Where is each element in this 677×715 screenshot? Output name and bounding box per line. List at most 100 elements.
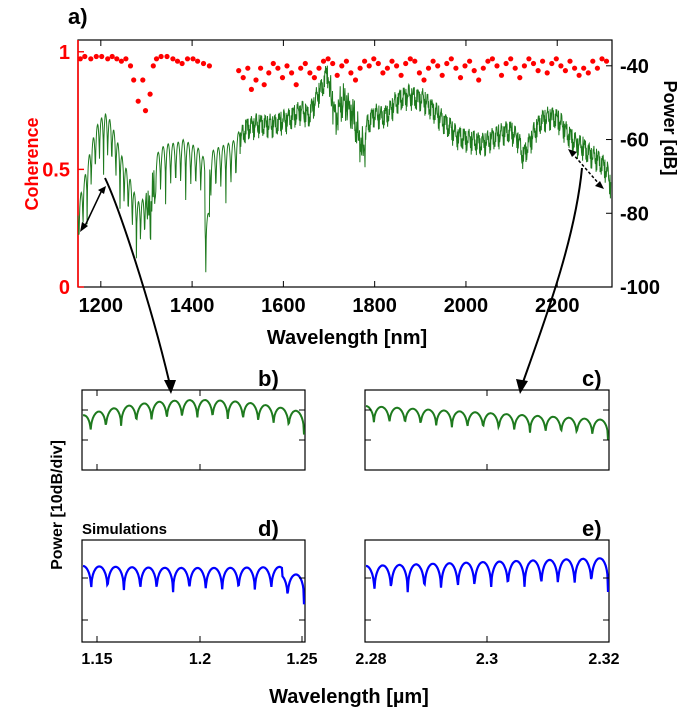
coherence-point	[99, 53, 105, 60]
coherence-point	[416, 70, 422, 76]
x-tick-label: 2200	[535, 295, 580, 317]
y-tick-label-left: 0.5	[42, 159, 70, 181]
coherence-series	[77, 53, 610, 114]
coherence-point	[394, 63, 400, 69]
range-arrow-right	[571, 152, 601, 186]
coherence-point	[412, 58, 418, 64]
range-arrow-left-head-1	[80, 222, 88, 232]
panel-e-curve	[366, 557, 610, 593]
coherence-point	[334, 72, 340, 78]
panel-e-ticks	[365, 577, 609, 642]
coherence-point	[206, 63, 212, 69]
x-axis-label-bottom: Wavelength [µm]	[269, 686, 429, 708]
coherence-point	[476, 77, 482, 83]
x-tick-e-2: 2.32	[588, 651, 619, 668]
panel-c-curve	[365, 405, 609, 441]
coherence-point	[462, 63, 468, 69]
coherence-point	[544, 70, 550, 76]
range-arrow-right-head-1	[568, 149, 577, 157]
coherence-point	[567, 58, 573, 64]
coherence-point	[594, 65, 601, 71]
coherence-point	[435, 63, 441, 69]
coherence-point	[467, 58, 473, 64]
coherence-point	[448, 56, 454, 62]
x-tick-d-0: 1.15	[81, 651, 112, 668]
panel-e-frame	[364, 539, 610, 643]
coherence-point	[279, 75, 286, 81]
coherence-point	[158, 53, 164, 60]
coherence-point	[298, 65, 304, 71]
coherence-point	[352, 77, 359, 83]
coherence-point	[140, 77, 146, 83]
coherence-point	[471, 68, 477, 74]
coherence-point	[503, 60, 509, 67]
coherence-point	[576, 72, 582, 78]
coherence-point	[302, 60, 308, 67]
panel-d-frame	[81, 539, 306, 643]
coherence-point	[489, 56, 495, 62]
coherence-point	[553, 56, 559, 62]
coherence-point	[190, 56, 196, 62]
coherence-point	[444, 60, 450, 67]
coherence-point	[457, 75, 464, 81]
coherence-point	[357, 65, 363, 71]
y-axis-label-coherence: Coherence	[22, 117, 42, 210]
range-arrow-left-head-2	[98, 186, 106, 194]
coherence-point	[425, 65, 432, 71]
annotation-arrows	[80, 149, 604, 394]
panel-label-e: e)	[582, 516, 602, 541]
coherence-point	[153, 56, 160, 62]
coherence-point	[403, 60, 409, 67]
coherence-point	[558, 63, 564, 69]
coherence-point	[339, 63, 345, 69]
coherence-point	[508, 56, 514, 62]
coherence-point	[131, 77, 137, 83]
coherence-point	[430, 58, 436, 64]
x-tick-d-2: 1.25	[286, 651, 317, 668]
coherence-point	[93, 53, 99, 60]
coherence-point	[105, 56, 111, 62]
panel-d-ticks	[82, 577, 305, 642]
coherence-point	[590, 58, 596, 64]
arrow-head-c	[516, 379, 528, 394]
x-tick-label: 1400	[170, 295, 215, 317]
coherence-point	[179, 60, 185, 67]
coherence-point	[371, 56, 377, 62]
coherence-point	[170, 56, 176, 62]
coherence-point	[494, 63, 500, 69]
power-series	[77, 65, 612, 273]
coherence-point	[142, 108, 149, 114]
coherence-point	[82, 53, 88, 60]
coherence-point	[512, 65, 518, 71]
coherence-point	[200, 60, 207, 67]
coherence-point	[375, 60, 381, 67]
coherence-point	[127, 63, 134, 69]
coherence-point	[498, 72, 505, 78]
coherence-point	[325, 56, 331, 62]
arrow-head-b	[164, 380, 176, 394]
coherence-point	[398, 72, 404, 78]
x-tick-e-1: 2.3	[476, 651, 498, 668]
coherence-point	[439, 72, 445, 78]
panel-a-frame	[77, 39, 613, 288]
x-tick-label: 1200	[79, 295, 124, 317]
coherence-point	[88, 56, 94, 62]
y-axis-label-sub: Power [10dB/div]	[49, 440, 66, 570]
panel-label-c: c)	[582, 366, 602, 391]
coherence-point	[316, 65, 322, 71]
coherence-point	[530, 60, 537, 67]
coherence-point	[380, 70, 386, 76]
x-tick-label: 1600	[261, 295, 306, 317]
coherence-point	[284, 63, 290, 69]
simulations-label: Simulations	[82, 521, 167, 538]
coherence-point	[384, 65, 390, 71]
coherence-point	[453, 65, 459, 71]
coherence-point	[236, 68, 242, 74]
x-axis-label-a: Wavelength [nm]	[267, 327, 427, 349]
coherence-point	[266, 70, 272, 76]
x-tick-label: 2000	[444, 295, 489, 317]
coherence-point	[521, 63, 528, 69]
panel-e: e) 2.28 2.3 2.32	[355, 516, 619, 668]
panel-a-ticks: 1200 1400 1600 1800 2000 2200 0 0.5 1 -100 -80 -60 -…	[42, 40, 660, 317]
coherence-point	[526, 56, 532, 62]
